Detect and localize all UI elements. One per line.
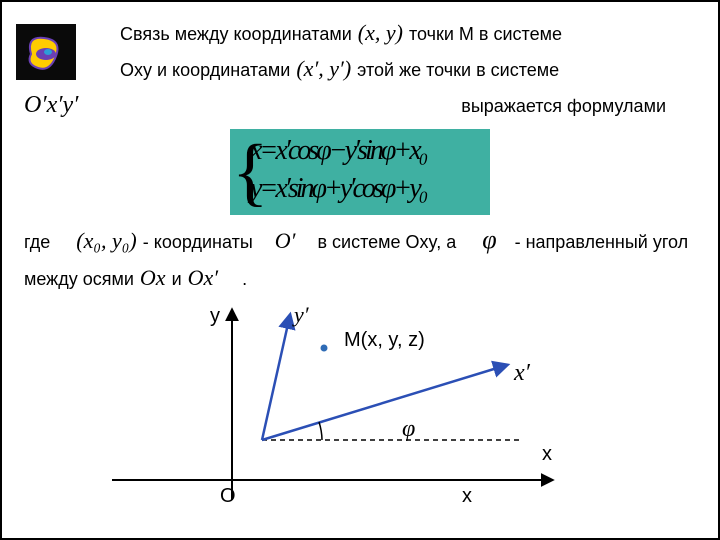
yprime-axis bbox=[262, 315, 290, 440]
line-1: Связь между координатами (x, y) точки M … bbox=[120, 20, 696, 46]
t1b: точки M в системе bbox=[409, 24, 562, 45]
xyp-label: (x′, y′) bbox=[296, 56, 351, 82]
Oxp-inline: Ox′ bbox=[188, 265, 218, 291]
line-2: Oxy и координатами (x′, y′) этой же точк… bbox=[120, 56, 696, 82]
line-3: O′x′y′ выражается формулами bbox=[24, 92, 696, 119]
label-x-right: x bbox=[542, 443, 552, 465]
t2a: Oxy и координатами bbox=[120, 60, 290, 81]
label-x-axis: x bbox=[462, 485, 472, 507]
point-m bbox=[321, 345, 328, 352]
t4c: - направленный угол bbox=[515, 232, 689, 253]
label-y: y bbox=[210, 305, 220, 327]
t4b: в системе Oxy, а bbox=[317, 232, 456, 253]
t1a: Связь между координатами bbox=[120, 24, 352, 45]
and: и bbox=[172, 269, 182, 290]
label-o: O bbox=[220, 485, 236, 507]
Oprime-system: O′x′y′ bbox=[24, 92, 78, 119]
t2b: этой же точки в системе bbox=[357, 60, 559, 81]
coords0: (x₀, y₀) bbox=[76, 228, 136, 254]
where: где bbox=[24, 232, 50, 253]
line-5: между осями Ox и Ox′ . bbox=[24, 265, 696, 291]
coordinate-diagram: y y′ M(x, y, z) x′ φ x x O bbox=[92, 300, 652, 520]
formula-row-1: x=x′cosφ−y′sinφ+x₀ bbox=[250, 135, 425, 167]
t3: выражается формулами bbox=[461, 96, 666, 117]
formula-box: { x=x′cosφ−y′sinφ+x₀ y=x′sinφ+y′cosφ+y₀ bbox=[230, 129, 490, 215]
t4a: - координаты bbox=[143, 232, 253, 253]
Oprime-inline: O′ bbox=[275, 228, 296, 254]
Ox-inline: Ox bbox=[140, 265, 166, 291]
label-yprime: y′ bbox=[292, 302, 310, 327]
phi-inline: φ bbox=[482, 225, 496, 255]
decorative-thumb-icon bbox=[16, 24, 76, 80]
phi-arc bbox=[319, 422, 322, 440]
label-xprime: x′ bbox=[513, 360, 531, 386]
label-m: M(x, y, z) bbox=[344, 329, 425, 351]
xy-label: (x, y) bbox=[358, 20, 403, 46]
t5a: между осями bbox=[24, 269, 134, 290]
line-4: где (x₀, y₀) - координаты O′ в системе O… bbox=[24, 225, 696, 255]
formula-row-2: y=x′sinφ+y′cosφ+y₀ bbox=[250, 173, 425, 205]
dot: . bbox=[242, 269, 247, 290]
xprime-axis bbox=[262, 365, 507, 440]
label-phi: φ bbox=[402, 416, 415, 442]
